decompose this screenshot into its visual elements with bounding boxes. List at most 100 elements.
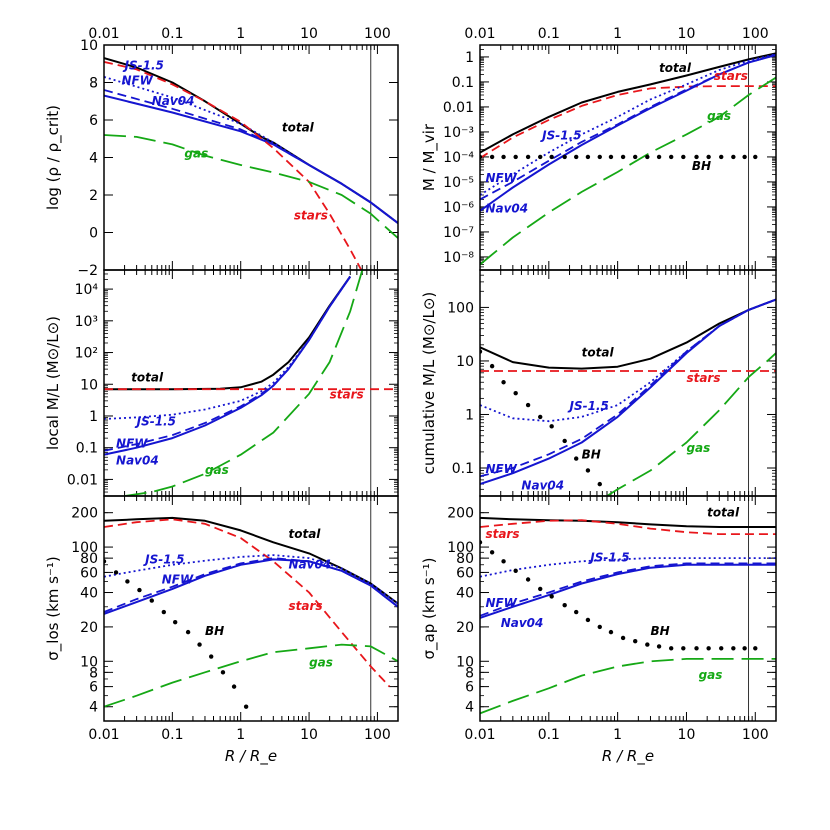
- y-tick-label: 8: [89, 76, 98, 92]
- curve-label: BH: [650, 624, 669, 638]
- y-tick-label: 0.1: [452, 461, 474, 477]
- bh-point: [197, 642, 202, 647]
- curve-label: NFW: [485, 596, 517, 610]
- curve-label: gas: [699, 668, 723, 682]
- series-nfw: [480, 562, 776, 617]
- series-nav04: [480, 53, 776, 212]
- bh-point: [513, 568, 518, 573]
- series-nfw: [104, 557, 398, 613]
- bh-point: [231, 684, 237, 689]
- bh-point: [706, 646, 711, 651]
- series-gas: [124, 270, 364, 496]
- bh-point: [501, 559, 506, 564]
- curve-label: stars: [330, 388, 364, 402]
- bh-point: [549, 424, 554, 429]
- bh-point: [608, 154, 614, 160]
- series-gas: [104, 134, 398, 239]
- series-stars: [480, 85, 776, 159]
- bh-point: [633, 154, 638, 160]
- curve-label: Nav04: [501, 616, 544, 630]
- y-tick-label: 4: [465, 700, 474, 716]
- y-tick-label: 1: [89, 409, 98, 425]
- bh-point: [597, 154, 602, 160]
- series-nav04: [480, 563, 776, 619]
- x-top-tick-label: 10: [300, 26, 318, 42]
- curve-label: total: [582, 346, 615, 360]
- x-tick-label: 1: [236, 727, 245, 743]
- curve-label: stars: [294, 208, 328, 222]
- series-group: [480, 516, 776, 715]
- x-axis-label: R / R_e: [225, 747, 277, 766]
- bh-point: [208, 654, 214, 659]
- x-top-tick-label: 0.1: [538, 26, 560, 42]
- series-total: [480, 52, 776, 154]
- curve-label: NFW: [485, 462, 517, 476]
- y-axis-label: σ_los (km s⁻¹): [44, 556, 63, 660]
- curve-label: total: [659, 61, 692, 75]
- y-axis-label: local M/L (M⊙/L⊙): [44, 316, 62, 450]
- y-axis-label: cumulative M/L (M⊙/L⊙): [420, 292, 438, 474]
- y-tick-label: 1: [465, 407, 474, 423]
- bh-point: [549, 594, 554, 599]
- x-tick-label: 0.1: [161, 727, 183, 743]
- bh-point: [538, 414, 543, 420]
- curve-label: JS-1.5: [143, 552, 184, 566]
- series-js-1-5: [480, 53, 776, 196]
- bh-point: [694, 646, 699, 651]
- series-stars: [480, 519, 776, 535]
- bh-point: [668, 646, 674, 651]
- bh-point: [538, 586, 543, 592]
- x-axis-label: R / R_e: [602, 747, 654, 766]
- series-gas: [480, 76, 776, 266]
- panel-mr: 0.1 1 10 100 cumulative M/L (M⊙/L⊙) total star…: [420, 269, 777, 497]
- panel-tr: 10⁻⁸ 10⁻⁷ 10⁻⁶ 10⁻⁵ 10⁻⁴ 10⁻³ 0.01 0.1 1 0.01 0.1 1…: [420, 26, 777, 271]
- series-nfw: [480, 298, 776, 478]
- y-tick-label: 10: [80, 38, 98, 54]
- x-top-tick-label: 0.1: [161, 26, 183, 42]
- x-tick-label: 10: [678, 727, 696, 743]
- y-tick-label: 10: [80, 377, 98, 393]
- curve-label: NFW: [116, 437, 148, 451]
- bh-point: [501, 154, 506, 160]
- y-tick-label: 200: [447, 506, 474, 522]
- curve-label: Nav04: [521, 478, 564, 492]
- bh-point: [719, 646, 724, 651]
- curve-label: JS-1.5: [135, 415, 176, 429]
- bh-point: [562, 438, 567, 444]
- curve-label: gas: [707, 109, 731, 123]
- bh-point: [731, 154, 736, 160]
- y-tick-label: 60: [80, 565, 98, 581]
- curve-label: BH: [582, 448, 601, 462]
- y-axis-label: M / M_vir: [420, 123, 439, 191]
- y-tick-label: 0.1: [452, 75, 474, 91]
- bh-point: [161, 609, 167, 615]
- curve-label: Nav04: [288, 557, 331, 571]
- bh-point: [113, 570, 119, 575]
- curve-label: stars: [485, 527, 519, 541]
- bh-point: [243, 704, 249, 709]
- y-tick-label: 2: [89, 188, 98, 204]
- bh-point: [489, 550, 495, 555]
- x-top-tick-label: 1: [236, 26, 245, 42]
- bh-point: [620, 154, 626, 160]
- curve-label: NFW: [485, 171, 517, 185]
- bh-point: [645, 154, 650, 160]
- bh-point: [719, 154, 724, 160]
- y-axis-label: σ_ap (km s⁻¹): [420, 557, 439, 659]
- bh-point: [608, 629, 614, 635]
- bh-point: [525, 577, 531, 582]
- y-tick-label: 6: [465, 680, 474, 696]
- series-group: [104, 270, 398, 496]
- y-tick-label: 80: [456, 551, 474, 567]
- curve-label: total: [131, 371, 164, 385]
- y-tick-label: 100: [447, 300, 474, 316]
- bh-point: [574, 154, 579, 160]
- curve-label: BH: [692, 159, 711, 173]
- bh-point: [185, 629, 191, 635]
- bh-point: [597, 481, 602, 487]
- bh-point: [656, 644, 662, 649]
- series-gas: [104, 643, 398, 708]
- y-tick-label: 6: [89, 680, 98, 696]
- y-tick-label: 200: [71, 506, 98, 522]
